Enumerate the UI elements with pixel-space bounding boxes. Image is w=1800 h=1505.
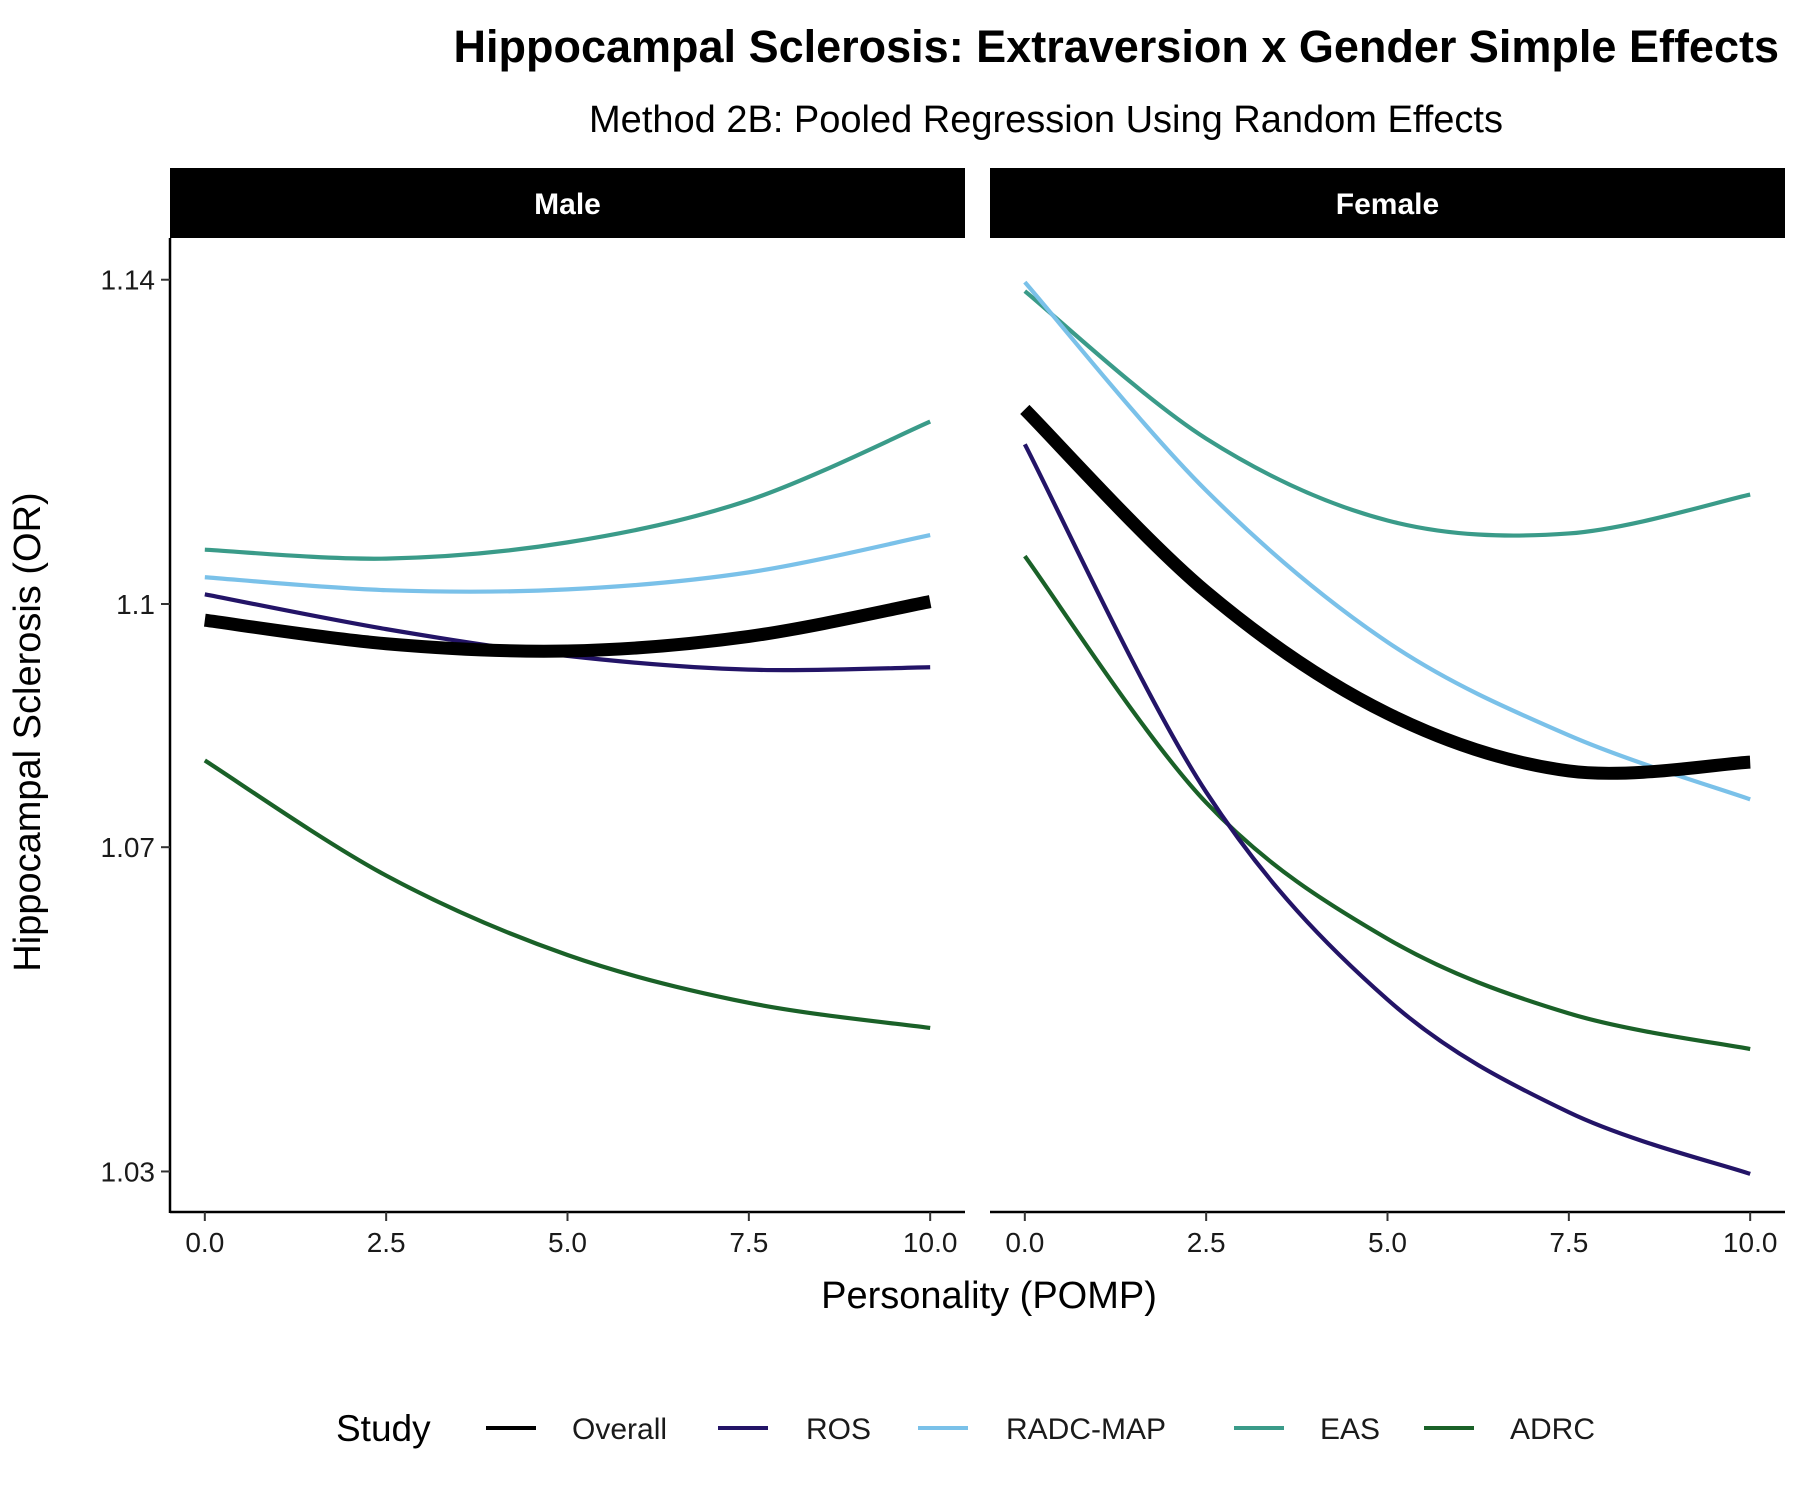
x-tick-label: 2.5 [367,1227,406,1258]
y-tick-label: 1.14 [101,265,156,296]
x-tick-label: 0.0 [185,1227,224,1258]
series-line-adrc [203,758,931,1031]
legend-item-eas: EAS [1234,1413,1380,1446]
legend-label: RADC-MAP [1006,1413,1166,1446]
y-tick-label: 1.1 [116,589,155,620]
y-tick-label: 1.07 [101,832,156,863]
series-line-eas [1023,289,1751,538]
legend: Study Overall ROS RADC-MAP EAS ADRC [336,1408,1595,1449]
panel-female: Female 0.0 2.5 5.0 7.5 10.0 [990,168,1785,1258]
chart-title: Hippocampal Sclerosis: Extraversion x Ge… [454,21,1779,72]
legend-label: ADRC [1510,1413,1595,1446]
legend-label: EAS [1320,1413,1380,1446]
legend-item-radc-map: RADC-MAP [918,1413,1166,1446]
panel-strip [990,168,1785,238]
x-tick-label: 7.5 [1549,1227,1588,1258]
legend-item-adrc: ADRC [1424,1413,1595,1446]
panel-strip-label: Male [534,188,601,221]
series-line-adrc [1023,554,1751,1052]
chart-subtitle: Method 2B: Pooled Regression Using Rando… [589,99,1503,141]
x-tick-label: 10.0 [903,1227,958,1258]
legend-item-ros: ROS [718,1413,871,1446]
legend-item-overall: Overall [486,1413,667,1446]
y-axis-title: Hippocampal Sclerosis (OR) [7,492,49,971]
series-line-ros [1022,443,1751,1176]
legend-label: Overall [572,1413,667,1446]
legend-label: ROS [806,1413,871,1446]
x-tick-label: 0.0 [1005,1227,1044,1258]
series-line-radc-map [1023,280,1751,802]
panel-male: Male 1.03 1.07 1.1 1.14 0.0 2.5 5.0 7.5 10.0 [101,168,965,1258]
series-line-radc-map [204,533,931,594]
x-tick-label: 7.5 [729,1227,768,1258]
x-tick-label: 5.0 [1368,1227,1407,1258]
legend-title: Study [336,1408,431,1449]
series-line-overall [203,595,932,658]
panel-strip [170,168,965,238]
x-axis-title: Personality (POMP) [821,1275,1157,1317]
panel-strip-label: Female [1336,188,1439,221]
series-line-eas [204,419,932,561]
x-tick-label: 2.5 [1187,1227,1226,1258]
x-tick-label: 5.0 [548,1227,587,1258]
series-line-overall [1020,404,1751,780]
x-tick-label: 10.0 [1723,1227,1778,1258]
y-tick-label: 1.03 [101,1156,156,1187]
